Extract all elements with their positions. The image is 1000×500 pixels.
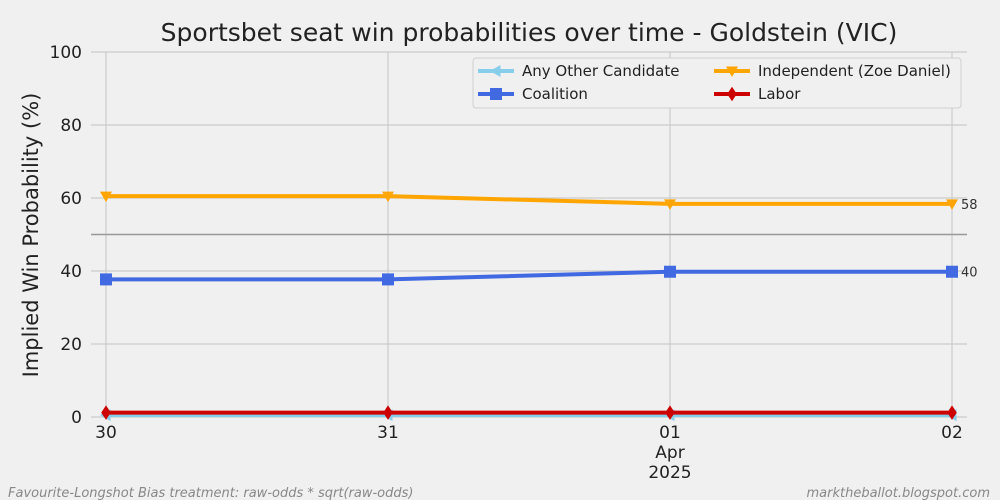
legend-swatch-marker: [490, 65, 501, 77]
x-tick-label: 30: [95, 423, 117, 443]
legend-box: [472, 57, 962, 109]
x-tick-label: 01: [659, 423, 681, 443]
x-tick-label: 02: [941, 423, 963, 443]
series-line: [106, 194, 952, 206]
legend: Any Other Candidate Coalition Independent …: [472, 57, 962, 109]
legend-item: Labor: [714, 85, 801, 103]
x-tick-label: Apr: [655, 443, 684, 463]
x-tick-label: 2025: [648, 463, 691, 483]
y-tick-label: 60: [60, 189, 82, 209]
footer-right: marktheballot.blogspot.com: [806, 486, 990, 500]
legend-label: Independent (Zoe Daniel): [758, 62, 951, 80]
data-point: [100, 191, 112, 203]
legend-swatch-marker: [726, 66, 738, 77]
end-value-label: 58: [961, 198, 978, 213]
legend-item: Coalition: [478, 85, 588, 103]
y-tick-label: 100: [50, 43, 82, 63]
legend-swatch-marker: [490, 88, 502, 100]
data-point: [664, 265, 676, 278]
series-independent-zoe-daniel: 58: [100, 191, 978, 213]
data-point: [946, 265, 958, 278]
data-point: [665, 405, 675, 420]
footer-left: Favourite-Longshot Bias treatment: raw-o…: [8, 486, 413, 500]
data-point: [947, 405, 957, 420]
end-value-label: 40: [961, 266, 978, 281]
series-group: 58 40: [100, 191, 978, 422]
y-tick-label: 0: [71, 408, 82, 428]
legend-swatch-marker: [727, 86, 737, 102]
y-tick-label: 40: [60, 262, 82, 282]
legend-label: Any Other Candidate: [522, 62, 679, 80]
legend-label: Coalition: [522, 85, 588, 103]
x-tick-label: 31: [377, 423, 399, 443]
data-point: [382, 191, 394, 203]
legend-item: Any Other Candidate: [478, 62, 679, 80]
data-point: [664, 199, 676, 210]
y-axis-label: Implied Win Probability (%): [19, 93, 43, 378]
legend-label: Labor: [758, 85, 801, 103]
legend-item: Independent (Zoe Daniel): [714, 62, 951, 80]
series-line: [106, 269, 952, 282]
data-point: [101, 405, 111, 420]
y-tick-label: 20: [60, 335, 82, 355]
y-tick-labels: 0 20 40 60 80 100: [50, 43, 82, 428]
data-point: [100, 273, 112, 286]
chart-title: Sportsbet seat win probabilities over ti…: [161, 18, 898, 47]
series-labor: [101, 405, 957, 420]
y-tick-label: 80: [60, 116, 82, 136]
data-point: [382, 273, 394, 286]
data-point: [383, 405, 393, 420]
data-point: [946, 199, 958, 210]
series-coalition: 40: [100, 265, 978, 286]
